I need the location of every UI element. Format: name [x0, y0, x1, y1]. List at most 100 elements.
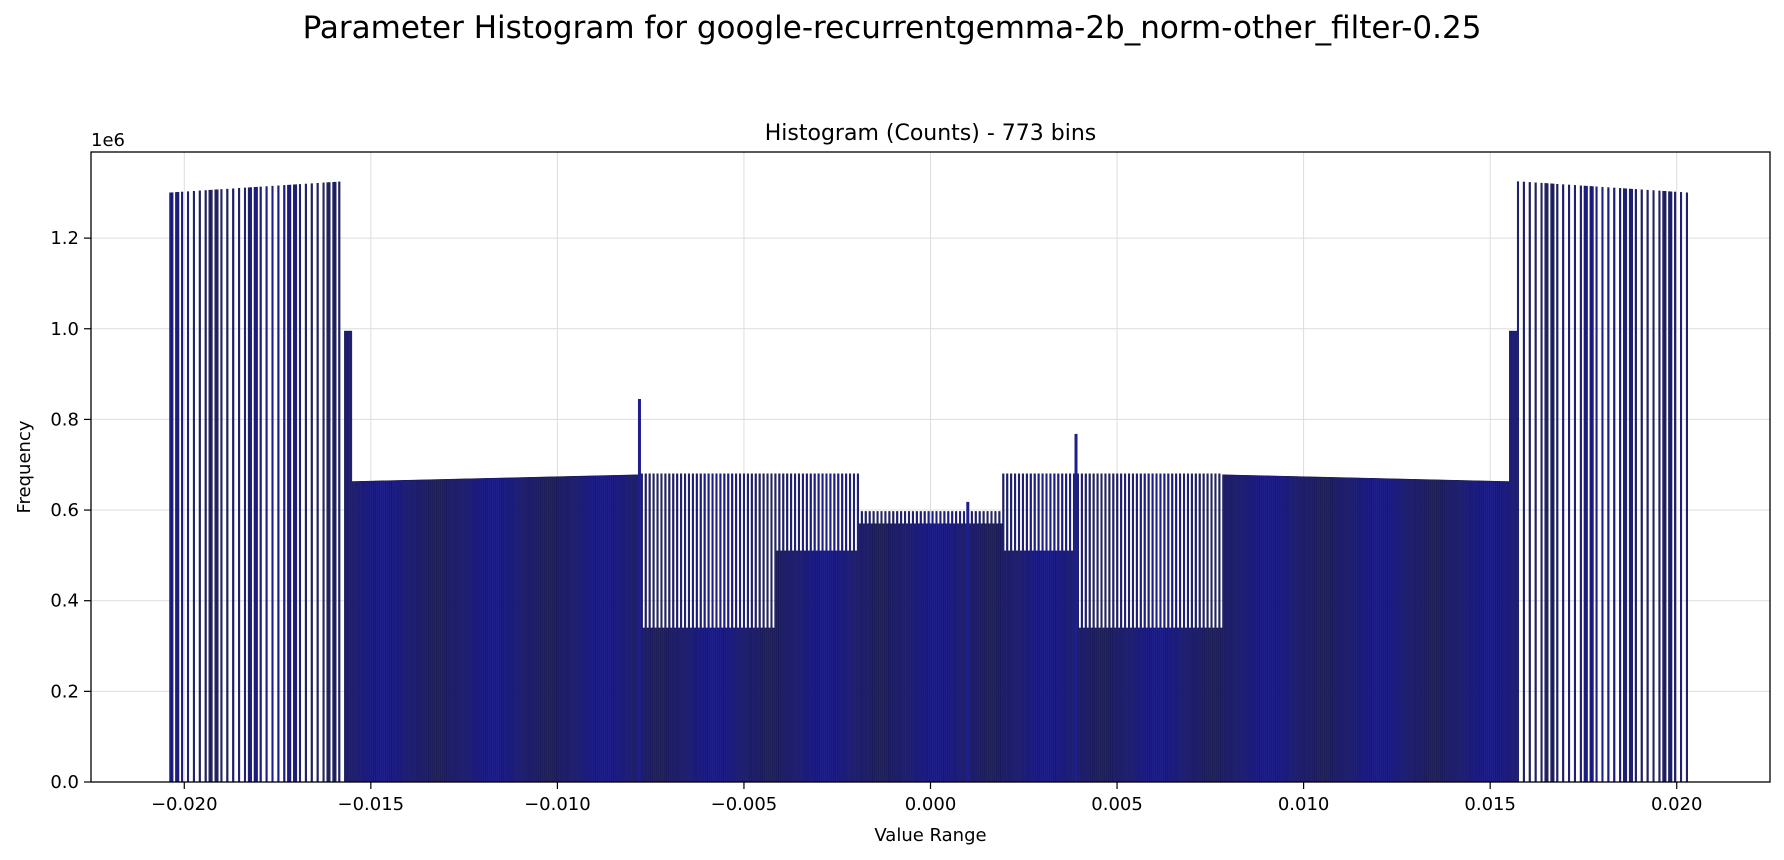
histogram-bar [526, 477, 529, 783]
histogram-bar [1361, 477, 1364, 783]
histogram-bar [373, 480, 376, 783]
histogram-bar [992, 523, 995, 783]
histogram-bar [1528, 182, 1531, 783]
histogram-bar [1304, 476, 1307, 783]
histogram-bar [1224, 474, 1227, 783]
histogram-bar [1357, 477, 1360, 783]
histogram-bar [1613, 187, 1616, 783]
histogram-bar [1035, 550, 1038, 783]
histogram-bar [371, 480, 374, 783]
histogram-bar [735, 473, 738, 783]
histogram-bar [181, 191, 184, 783]
histogram-bar [444, 479, 447, 783]
histogram-bar [175, 192, 178, 783]
histogram-bar [570, 476, 573, 783]
histogram-bar [1373, 478, 1376, 783]
histogram-bar [1359, 477, 1362, 783]
histogram-bar [1591, 186, 1594, 783]
histogram-bar [1469, 480, 1472, 783]
histogram-bar [693, 627, 696, 783]
histogram-bar [1485, 480, 1488, 783]
histogram-bar [515, 477, 518, 783]
histogram-bar [797, 473, 801, 783]
histogram-bar [1444, 479, 1447, 783]
histogram-bar [375, 480, 378, 783]
histogram-bar [589, 475, 592, 783]
histogram-bar [1349, 477, 1353, 783]
histogram-bar [1312, 476, 1315, 783]
histogram-bar [1509, 330, 1512, 783]
histogram-bar [328, 182, 331, 783]
histogram-bar [1019, 550, 1023, 783]
histogram-bar [1269, 475, 1272, 783]
histogram-bar [587, 475, 590, 783]
histogram-bar [192, 191, 195, 783]
histogram-bar [1208, 627, 1211, 783]
histogram-bar [648, 473, 651, 783]
histogram-bar [1446, 479, 1449, 783]
histogram-bar [450, 478, 453, 783]
histogram-bar [1346, 477, 1349, 783]
histogram-bar [1155, 473, 1158, 783]
histogram-bar [974, 511, 977, 783]
histogram-bar [1102, 627, 1105, 783]
histogram-bar [1481, 480, 1484, 783]
histogram-bar [1283, 475, 1286, 783]
histogram-bar [1006, 473, 1009, 783]
histogram-bar [1365, 477, 1368, 783]
histogram-bar [1147, 473, 1150, 783]
histogram-bar [772, 627, 775, 783]
histogram-bar [962, 511, 966, 783]
histogram-bar [733, 627, 736, 783]
histogram-bar [913, 523, 916, 783]
histogram-bar [532, 477, 535, 783]
histogram-bar [1320, 476, 1323, 783]
histogram-bar [353, 481, 357, 783]
histogram-bar [617, 475, 620, 783]
histogram-bar [1344, 477, 1347, 783]
histogram-bar [623, 474, 626, 783]
histogram-bar [469, 478, 472, 783]
histogram-bar [723, 473, 726, 783]
histogram-bar [821, 473, 824, 783]
histogram-bar [839, 550, 842, 783]
histogram-bar [1403, 478, 1406, 783]
histogram-bar [890, 523, 893, 783]
histogram-bar [412, 479, 415, 783]
histogram-bar [1049, 473, 1052, 783]
histogram-bar [717, 627, 720, 783]
histogram-bar [1399, 478, 1402, 783]
histogram-bar [652, 473, 655, 783]
histogram-bar [986, 511, 989, 783]
histogram-bar [1273, 475, 1276, 783]
histogram-bar [1463, 480, 1466, 783]
histogram-bar [646, 627, 649, 783]
histogram-bar [1326, 477, 1329, 783]
histogram-bar [208, 189, 211, 783]
histogram-bar [418, 479, 421, 783]
histogram-bar [656, 473, 659, 783]
histogram-bar [1544, 183, 1547, 783]
histogram-bar [1379, 478, 1382, 783]
histogram-bar [479, 478, 482, 783]
histogram-bar [1010, 473, 1013, 783]
x-tick-label: 0.000 [905, 794, 957, 815]
histogram-bar [925, 523, 928, 783]
histogram-bar [1285, 476, 1288, 783]
histogram-bar [792, 550, 795, 783]
histogram-bar [361, 481, 364, 783]
histogram-bar [216, 189, 219, 783]
histogram-bar [719, 473, 722, 783]
histogram-bar [1336, 477, 1339, 783]
histogram-bar [247, 187, 250, 783]
histogram-bar [825, 473, 828, 783]
y-tick-label: 0.2 [50, 681, 79, 702]
histogram-bar [998, 511, 1001, 783]
histogram-bar [1110, 627, 1113, 783]
histogram-bar [1194, 473, 1197, 783]
histogram-bar [1257, 475, 1260, 783]
histogram-bar [984, 523, 987, 783]
histogram-bar [817, 473, 820, 783]
histogram-bar [695, 473, 698, 783]
histogram-bar [727, 473, 730, 783]
